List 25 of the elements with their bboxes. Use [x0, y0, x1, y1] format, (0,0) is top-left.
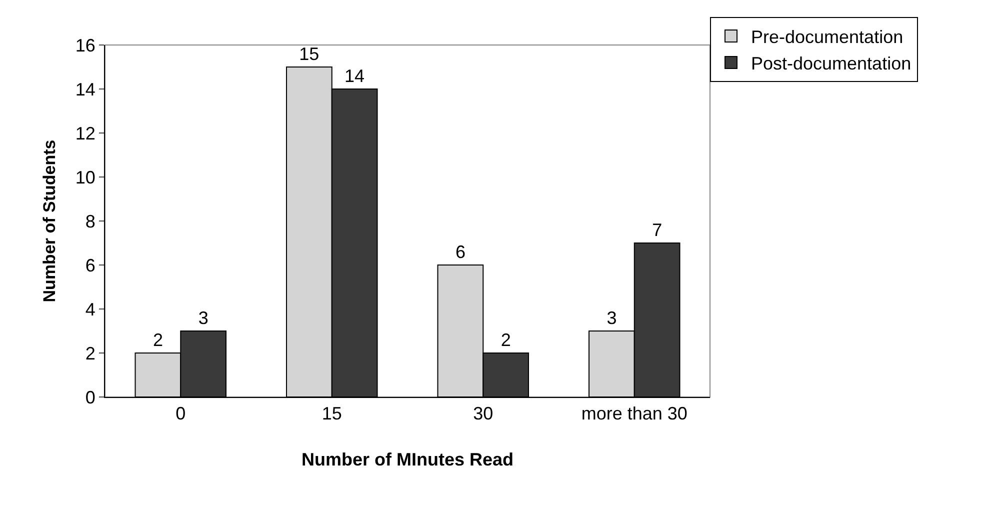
legend-label: Post-documentation — [751, 53, 912, 74]
data-label: 2 — [152, 330, 163, 350]
data-label: 15 — [299, 44, 320, 64]
data-label: 3 — [198, 308, 208, 328]
x-tick-label: more than 30 — [581, 404, 688, 424]
data-label: 14 — [344, 66, 365, 86]
y-tick-label: 14 — [75, 79, 96, 100]
y-tick-label: 2 — [85, 343, 96, 364]
x-tick-label: 30 — [473, 404, 494, 424]
data-label: 6 — [455, 242, 466, 262]
y-tick-label: 4 — [85, 299, 96, 320]
data-label: 2 — [500, 330, 511, 350]
data-label: 3 — [606, 308, 617, 328]
legend-label: Pre-documentation — [751, 27, 904, 48]
data-label: 7 — [652, 220, 662, 240]
x-tick-label: 0 — [176, 404, 186, 424]
y-tick-label: 16 — [75, 35, 96, 56]
y-tick-label: 8 — [85, 211, 96, 232]
y-tick-label: 12 — [75, 123, 96, 144]
y-tick-label: 0 — [85, 387, 96, 408]
x-axis-title: Number of MInutes Read — [301, 450, 514, 470]
y-tick-label: 6 — [85, 255, 96, 276]
y-tick-label: 10 — [75, 167, 96, 188]
y-axis-title: Number of Students — [40, 140, 59, 302]
x-tick-label: 15 — [322, 404, 342, 424]
